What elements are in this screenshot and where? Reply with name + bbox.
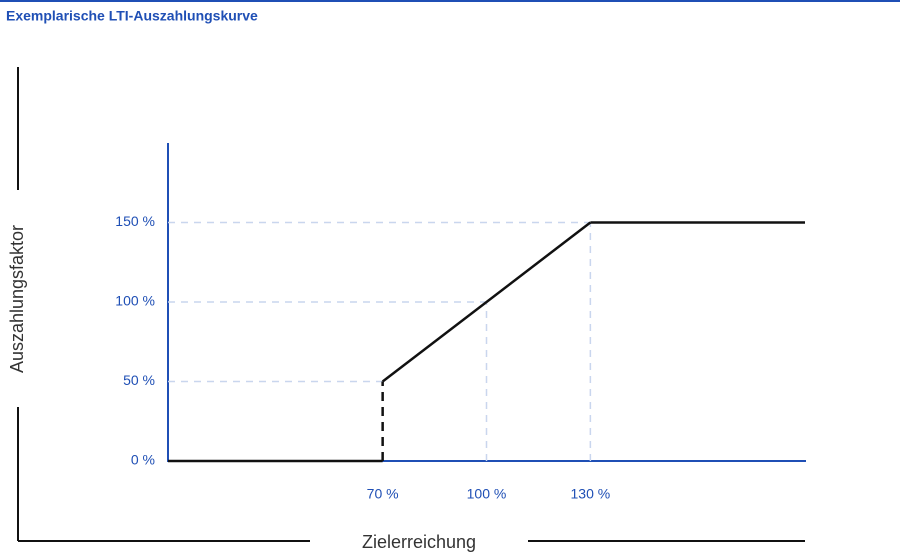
y-tick-label: 150 % [115, 213, 155, 229]
x-axis-label: Zielerreichung [362, 532, 476, 552]
curve-segment [381, 221, 592, 383]
y-tick-label: 0 % [131, 452, 155, 468]
y-tick-label: 100 % [115, 293, 155, 309]
y-tick-label: 50 % [123, 372, 155, 388]
x-tick-label: 130 % [571, 486, 611, 502]
x-tick-label: 70 % [367, 486, 399, 502]
chart-title: Exemplarische LTI-Auszahlungskurve [6, 8, 258, 24]
x-tick-label: 100 % [467, 486, 507, 502]
y-axis-label: Auszahlungsfaktor [7, 225, 27, 373]
